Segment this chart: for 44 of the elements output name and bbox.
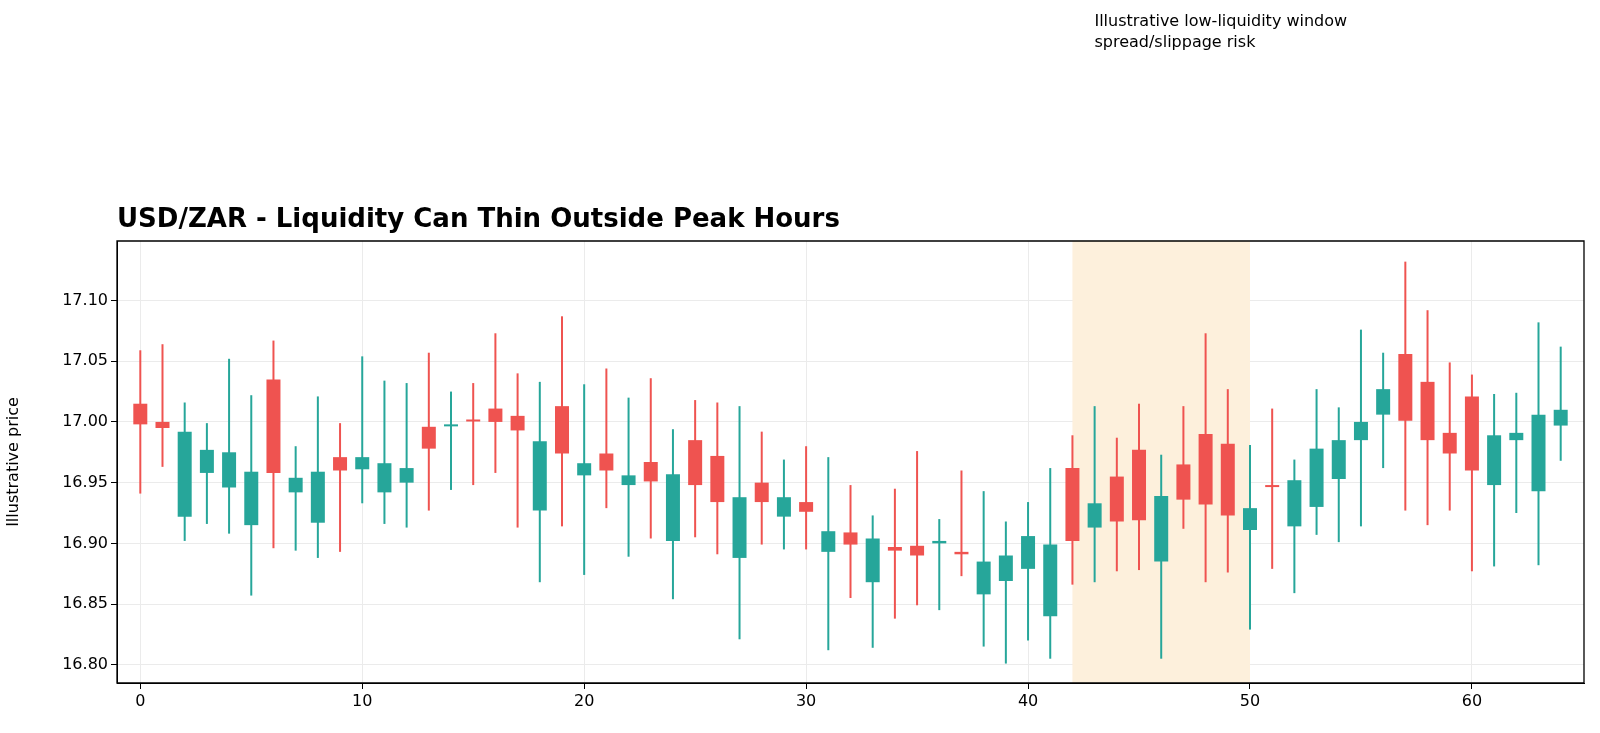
candlestick: [133, 349, 148, 495]
y-tick-label: 16.80: [62, 653, 108, 673]
candlestick: [821, 456, 836, 652]
candlestick: [887, 487, 902, 620]
candlestick: [1353, 328, 1368, 528]
candlestick: [1265, 407, 1280, 570]
x-tick-label: 50: [1239, 690, 1261, 710]
y-tick-label: 17.00: [62, 411, 108, 431]
x-tick-label: 10: [352, 690, 373, 710]
candlestick: [643, 377, 658, 540]
candlestick: [910, 450, 925, 607]
y-tick-label: 17.10: [62, 289, 108, 309]
candlestick: [599, 367, 614, 510]
candlestick: [288, 445, 303, 552]
candlestick: [621, 396, 636, 558]
y-tick-label: 16.90: [62, 532, 108, 552]
chart-title: USD/ZAR - Liquidity Can Thin Outside Peak Hours: [117, 202, 840, 233]
y-tick-label: 17.05: [62, 350, 108, 370]
candlestick: [1442, 361, 1457, 512]
candlestick: [488, 332, 503, 474]
text: Illustrative low-liquidity window spread/slippage risk: [1094, 11, 1348, 52]
x-tick-label: 40: [1017, 690, 1039, 710]
y-tick-label: 16.95: [62, 471, 108, 491]
candlestick: [421, 351, 436, 512]
candlestick: [510, 372, 525, 529]
candlestick: [444, 390, 459, 491]
x-tick-label: 60: [1461, 690, 1483, 710]
y-axis-title: Illustrative price: [2, 397, 22, 527]
candlestick: [1509, 391, 1524, 514]
candlestick: [754, 430, 769, 546]
y-tick-label: 16.85: [62, 593, 108, 613]
candlestick: [466, 382, 481, 487]
candlestick: [199, 422, 214, 525]
x-tick-label: 0: [135, 690, 146, 710]
candlestick: [1553, 345, 1568, 462]
candlestick: [333, 422, 348, 553]
candlestick: [799, 445, 814, 551]
candlestick: [155, 343, 170, 468]
candlestick: [1087, 405, 1102, 584]
x-tick-label: 20: [574, 690, 595, 710]
candlestick: [843, 484, 858, 599]
candlestick: [776, 458, 791, 551]
candlestick: [399, 382, 414, 529]
x-tick-label: 30: [795, 690, 817, 710]
